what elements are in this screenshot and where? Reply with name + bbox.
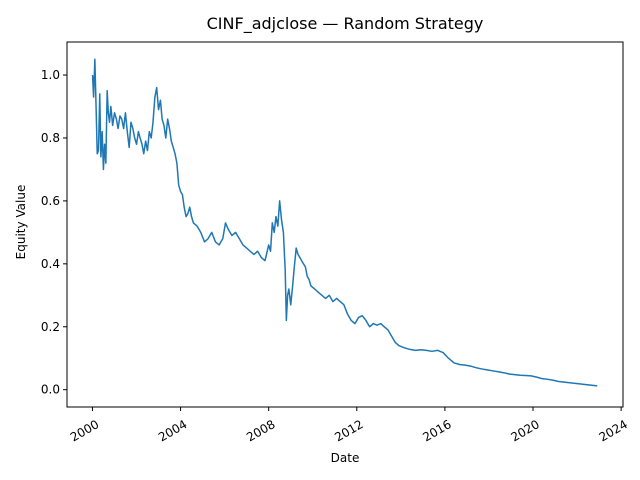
x-tick-label-6: 2024	[597, 417, 630, 444]
x-tick-label-1: 2004	[156, 417, 189, 444]
x-tick-label-5: 2020	[508, 417, 541, 444]
y-tick-label-2: 0.4	[41, 257, 60, 271]
y-axis-label: Equity Value	[14, 185, 28, 260]
x-tick-label-4: 2016	[420, 417, 453, 444]
x-tick-label-0: 2000	[68, 417, 101, 444]
y-tick-label-1: 0.2	[41, 320, 60, 334]
x-tick-label-2: 2008	[244, 417, 277, 444]
plot-area: 2000 2004 2008 2012 2016 2020 2024 0.0 0.2 0.4 0.6…	[41, 41, 630, 444]
y-tick-label-0: 0.0	[41, 383, 60, 397]
y-tick-label-3: 0.6	[41, 194, 60, 208]
y-tick-label-4: 0.8	[41, 131, 60, 145]
plot-frame	[66, 41, 624, 408]
x-tick-label-3: 2012	[332, 417, 365, 444]
x-axis-label: Date	[331, 451, 360, 465]
series-line-0	[91, 58, 598, 387]
chart-title: CINF_adjclose — Random Strategy	[207, 14, 484, 34]
y-tick-label-5: 1.0	[41, 68, 60, 82]
